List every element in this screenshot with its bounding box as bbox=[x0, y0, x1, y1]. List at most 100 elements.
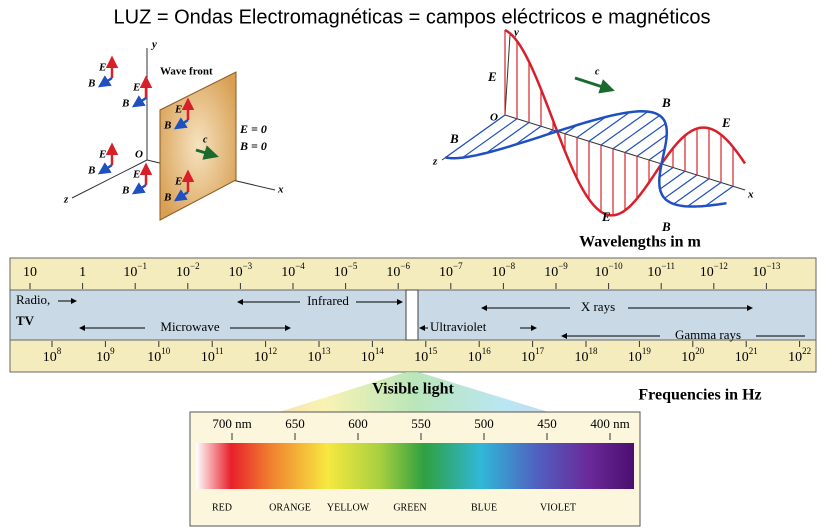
band-label: Infrared bbox=[307, 293, 349, 308]
z-axis bbox=[71, 159, 148, 199]
b-hatch bbox=[624, 123, 666, 153]
tick-label: 1019 bbox=[628, 346, 652, 365]
tick-label: 1022 bbox=[788, 346, 811, 365]
tick-base: 10 bbox=[201, 350, 215, 365]
tick-label: 1021 bbox=[735, 346, 758, 365]
b-vector bbox=[97, 75, 113, 88]
tick-label: 108 bbox=[43, 346, 62, 365]
tick-base: 10 bbox=[439, 265, 453, 280]
b-hatch bbox=[659, 170, 686, 190]
e-label: E bbox=[98, 149, 106, 161]
b-hatch bbox=[612, 114, 660, 150]
nm-label: 500 bbox=[474, 416, 494, 431]
b-hatch bbox=[462, 118, 518, 159]
b-hatch bbox=[588, 111, 631, 142]
b-hatch bbox=[673, 178, 710, 205]
band-label: Ultraviolet bbox=[430, 319, 487, 334]
tick-label: 10−5 bbox=[334, 261, 358, 280]
e-label: E bbox=[174, 104, 182, 116]
b-hatch bbox=[636, 134, 668, 157]
tick-base: 10 bbox=[96, 350, 110, 365]
plane-wave-diagram: y x z O Wave front c E = 0 B = 0 EB EB EBE… bbox=[63, 39, 284, 221]
frequency-bar bbox=[9, 339, 817, 373]
tick-exponent: −1 bbox=[137, 261, 147, 271]
wave-front-label: Wave front bbox=[160, 66, 213, 78]
color-label: YELLOW bbox=[327, 502, 370, 513]
tick-label: 10−3 bbox=[229, 261, 253, 280]
axis-label: y bbox=[512, 27, 519, 39]
b-hatch bbox=[659, 167, 674, 178]
tick-exponent: 17 bbox=[535, 346, 545, 356]
tick-exponent: −13 bbox=[766, 261, 781, 271]
tick-label: 10−13 bbox=[752, 261, 781, 280]
tick-base: 10 bbox=[334, 265, 348, 280]
tick-exponent: 8 bbox=[57, 346, 62, 356]
tick-exponent: 22 bbox=[802, 346, 811, 356]
tick-base: 1 bbox=[79, 265, 86, 280]
vector-label: B bbox=[449, 131, 459, 146]
tick-label: 1 bbox=[79, 265, 86, 280]
tick-label: 10−7 bbox=[439, 261, 463, 280]
em-wave-diagram: y x z O c E B B E E B bbox=[432, 27, 754, 234]
b-label: B bbox=[121, 98, 129, 110]
frequency-title: Frequencies in Hz bbox=[638, 387, 761, 404]
tick-exponent: 14 bbox=[375, 346, 385, 356]
tick-exponent: −3 bbox=[243, 261, 253, 271]
color-label: GREEN bbox=[393, 502, 426, 513]
axis-label: x bbox=[747, 189, 754, 201]
e-label: E bbox=[174, 176, 182, 188]
tick-exponent: 19 bbox=[642, 346, 652, 356]
b-hatch bbox=[486, 122, 530, 154]
e-wave bbox=[504, 28, 747, 217]
tick-base: 10 bbox=[147, 350, 161, 365]
tick-exponent: 20 bbox=[695, 346, 705, 356]
band-label: X rays bbox=[581, 299, 615, 314]
tick-label: 10−12 bbox=[700, 261, 728, 280]
tick-label: 1016 bbox=[468, 346, 492, 365]
tick-exponent: −10 bbox=[609, 261, 624, 271]
speed-label: c bbox=[595, 66, 600, 77]
tick-exponent: 11 bbox=[215, 346, 224, 356]
tick-base: 10 bbox=[123, 265, 137, 280]
tick-base: 10 bbox=[229, 265, 243, 280]
b-label: B bbox=[87, 78, 95, 90]
tick-label: 10−2 bbox=[176, 261, 200, 280]
axis-label: z bbox=[63, 194, 69, 206]
tick-base: 10 bbox=[735, 350, 749, 365]
tick-label: 10−10 bbox=[595, 261, 624, 280]
vector-label: E bbox=[487, 69, 497, 84]
tick-label: 10−8 bbox=[492, 261, 516, 280]
visible-title: Visible light bbox=[372, 381, 454, 398]
band-label: Gamma rays bbox=[675, 327, 741, 342]
propagation-arrow bbox=[574, 76, 615, 94]
vector-label: E bbox=[601, 209, 611, 224]
tick-label: 1018 bbox=[575, 346, 599, 365]
field-label: B = 0 bbox=[239, 139, 267, 153]
vector-label: B bbox=[661, 219, 671, 234]
tick-label: 10−6 bbox=[386, 261, 410, 280]
tick-label: 1013 bbox=[308, 346, 332, 365]
axis-label: z bbox=[432, 156, 438, 168]
visible-slit bbox=[405, 289, 419, 341]
b-vector bbox=[97, 162, 113, 175]
tick-exponent: −4 bbox=[295, 261, 305, 271]
e-label: E bbox=[132, 82, 140, 94]
tick-label: 1017 bbox=[521, 346, 545, 365]
b-hatch bbox=[514, 125, 542, 146]
tick-exponent: 10 bbox=[161, 346, 171, 356]
e-label: E bbox=[98, 62, 106, 74]
e-label: E bbox=[132, 169, 140, 181]
tick-label: 1012 bbox=[254, 346, 277, 365]
visible-strip bbox=[196, 443, 634, 489]
b-hatch bbox=[648, 148, 666, 161]
tick-label: 1014 bbox=[361, 346, 385, 365]
band-label: Microwave bbox=[160, 319, 219, 334]
band-label: TV bbox=[16, 313, 35, 328]
b-label: B bbox=[121, 185, 129, 197]
wave-front-panel bbox=[159, 71, 237, 221]
b-label: B bbox=[87, 165, 95, 177]
b-hatch bbox=[705, 185, 734, 207]
tick-exponent: 21 bbox=[749, 346, 758, 356]
axis-label: y bbox=[150, 39, 157, 51]
